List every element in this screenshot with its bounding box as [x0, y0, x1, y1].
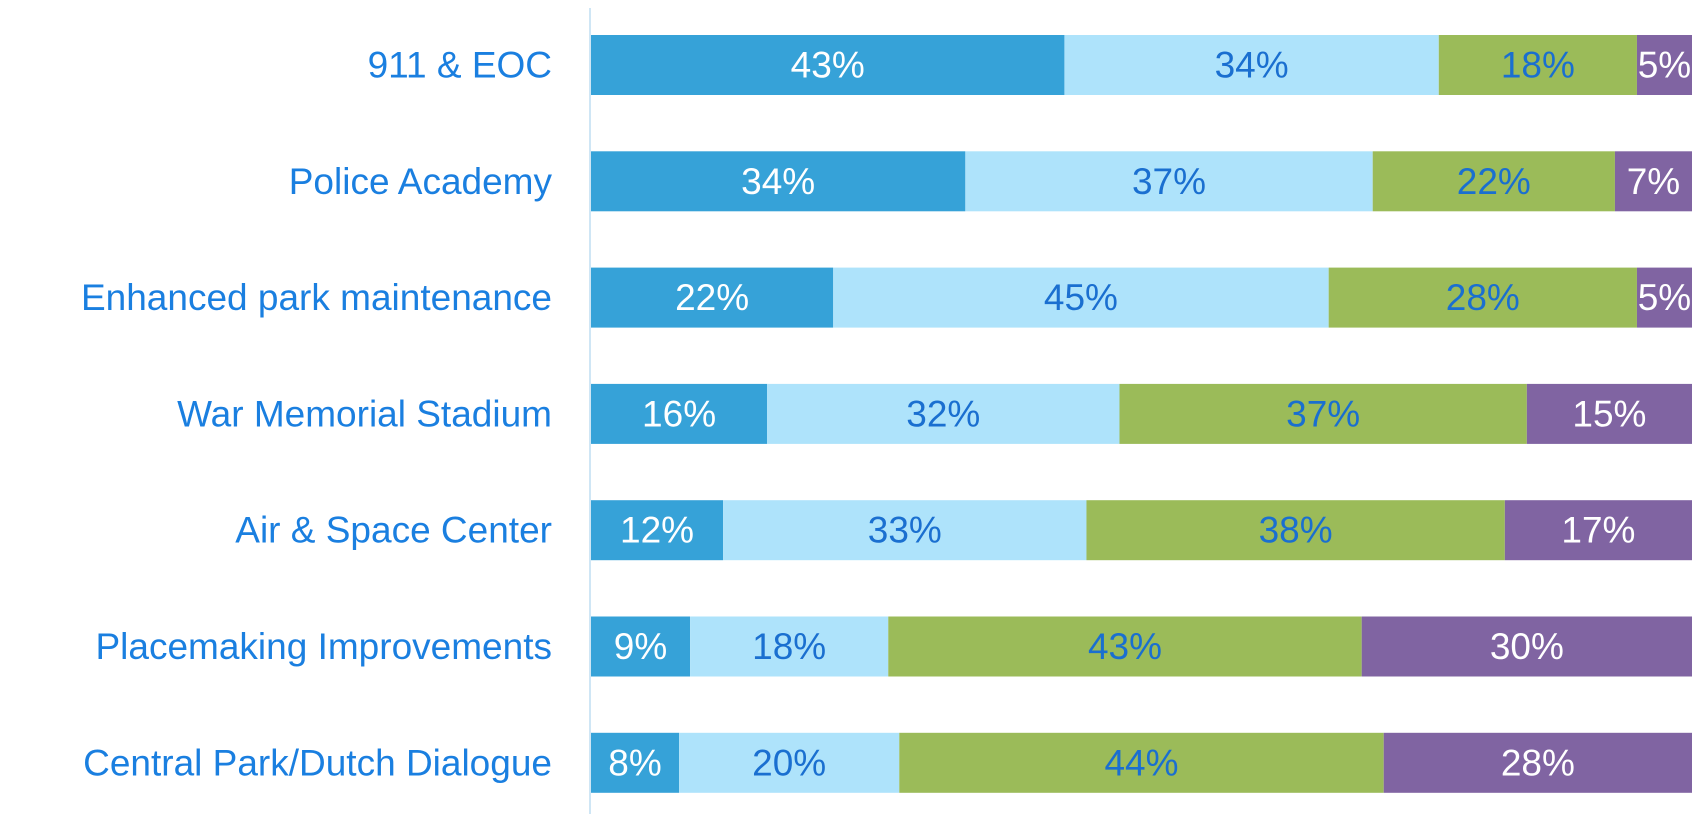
bar-segment: [1526, 383, 1692, 444]
bar-segment: [833, 267, 1329, 328]
data-label: 43%: [1088, 626, 1162, 667]
data-label: 28%: [1446, 277, 1520, 318]
bar-segment: [1614, 151, 1692, 212]
data-label: 30%: [1490, 626, 1564, 667]
data-label: 43%: [791, 45, 865, 86]
bar-segment: [1372, 151, 1615, 212]
category-label: War Memorial Stadium: [177, 393, 552, 434]
data-label: 22%: [675, 277, 749, 318]
bar-segment: [690, 616, 889, 677]
bar-segment: [591, 383, 768, 444]
bar-segment: [1636, 35, 1692, 95]
bar-segment: [965, 151, 1373, 212]
data-label: 20%: [752, 742, 826, 783]
bar-segment: [591, 151, 966, 212]
category-label: Central Park/Dutch Dialogue: [83, 742, 552, 783]
data-label: 33%: [868, 510, 942, 551]
bar-segment: [1086, 500, 1505, 561]
bar-segment: [591, 500, 724, 561]
data-label: 44%: [1104, 742, 1178, 783]
category-label: Placemaking Improvements: [95, 626, 552, 667]
data-label: 37%: [1286, 393, 1360, 434]
data-label: 9%: [614, 626, 667, 667]
data-label: 5%: [1638, 45, 1691, 86]
data-label: 34%: [741, 161, 815, 202]
data-label: 18%: [1501, 45, 1575, 86]
bar-segment: [1383, 732, 1692, 793]
data-label: 7%: [1627, 161, 1680, 202]
bar-segment: [1504, 500, 1692, 561]
bar-segment: [1119, 383, 1527, 444]
bar-segment: [1438, 35, 1637, 95]
data-label: 16%: [642, 393, 716, 434]
data-label: 5%: [1638, 277, 1691, 318]
data-label: 12%: [620, 510, 694, 551]
bar-segment: [723, 500, 1087, 561]
bar-segment: [1361, 616, 1692, 677]
bar-segment: [591, 616, 691, 677]
bar-segment: [888, 616, 1362, 677]
category-label: 911 & EOC: [368, 45, 552, 86]
category-label: Enhanced park maintenance: [81, 277, 552, 318]
bar-segment: [1636, 267, 1692, 328]
bar-segment: [679, 732, 900, 793]
bar-segment: [591, 35, 1065, 95]
bar-segment: [591, 267, 834, 328]
bar-segment: [1064, 35, 1439, 95]
data-label: 34%: [1215, 45, 1289, 86]
bar-segment: [591, 732, 680, 793]
bar-segment: [899, 732, 1384, 793]
data-label: 15%: [1572, 393, 1646, 434]
bar-segment: [767, 383, 1120, 444]
data-label: 22%: [1457, 161, 1531, 202]
category-label: Police Academy: [289, 161, 553, 202]
category-label: Air & Space Center: [235, 510, 552, 551]
bar-segment: [1328, 267, 1637, 328]
data-label: 37%: [1132, 161, 1206, 202]
data-label: 8%: [608, 742, 661, 783]
data-label: 17%: [1561, 510, 1635, 551]
data-label: 45%: [1044, 277, 1118, 318]
data-label: 28%: [1501, 742, 1575, 783]
data-label: 18%: [752, 626, 826, 667]
data-label: 38%: [1259, 510, 1333, 551]
data-label: 32%: [906, 393, 980, 434]
